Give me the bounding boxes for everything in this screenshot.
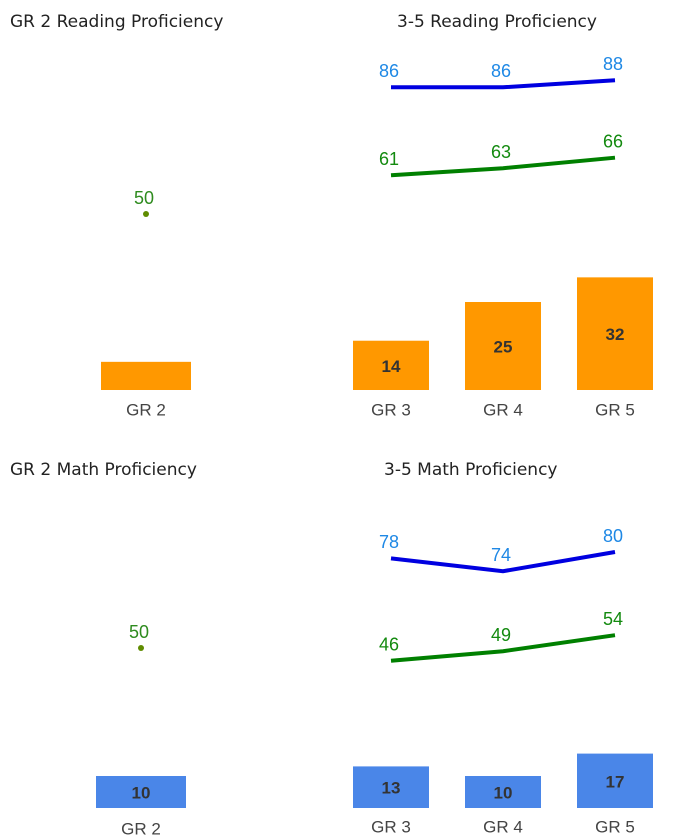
- category-label: GR 2: [126, 400, 166, 419]
- value-label: 50: [129, 622, 149, 642]
- value-label: 86: [379, 61, 399, 81]
- category-label: GR 4: [483, 817, 523, 836]
- value-label: 63: [491, 142, 511, 162]
- value-label: 50: [134, 188, 154, 208]
- bar-label: 32: [606, 325, 625, 344]
- bar: [353, 766, 429, 808]
- bar: [577, 277, 653, 390]
- bar: [101, 361, 191, 390]
- bar: [577, 753, 653, 808]
- value-label: 66: [603, 131, 623, 151]
- bar-label: 13: [382, 779, 401, 798]
- value-label: 88: [603, 54, 623, 74]
- bar-label: 14: [382, 357, 401, 376]
- category-label: GR 3: [371, 817, 411, 836]
- value-label: 49: [491, 625, 511, 645]
- point: [143, 211, 149, 217]
- value-label: 46: [379, 635, 399, 655]
- chart-title: GR 2 Reading Proficiency: [10, 12, 223, 32]
- category-label: GR 2: [121, 819, 161, 838]
- category-label: GR 4: [483, 400, 523, 419]
- value-label: 78: [379, 532, 399, 552]
- bar: [465, 776, 541, 808]
- line: [390, 550, 616, 574]
- value-label: 80: [603, 526, 623, 546]
- bar: [96, 776, 186, 808]
- line: [390, 155, 616, 178]
- chart-title: 3-5 Math Proficiency: [384, 460, 558, 480]
- bar-label: 10: [132, 783, 151, 802]
- chart-title: 3-5 Reading Proficiency: [397, 12, 597, 32]
- bar-label: 25: [494, 337, 513, 356]
- value-label: 61: [379, 149, 399, 169]
- value-label: 86: [491, 61, 511, 81]
- value-label: 74: [491, 545, 511, 565]
- category-label: GR 5: [595, 817, 635, 836]
- line: [391, 78, 616, 90]
- bar-label: 17: [606, 772, 625, 791]
- value-label: 54: [603, 609, 623, 629]
- bar-label: 10: [494, 783, 513, 802]
- chart-title: GR 2 Math Proficiency: [10, 460, 197, 480]
- category-label: GR 5: [595, 400, 635, 419]
- category-label: GR 3: [371, 400, 411, 419]
- bar: [465, 302, 541, 390]
- line: [390, 633, 616, 663]
- bar: [353, 340, 429, 390]
- point: [138, 645, 144, 651]
